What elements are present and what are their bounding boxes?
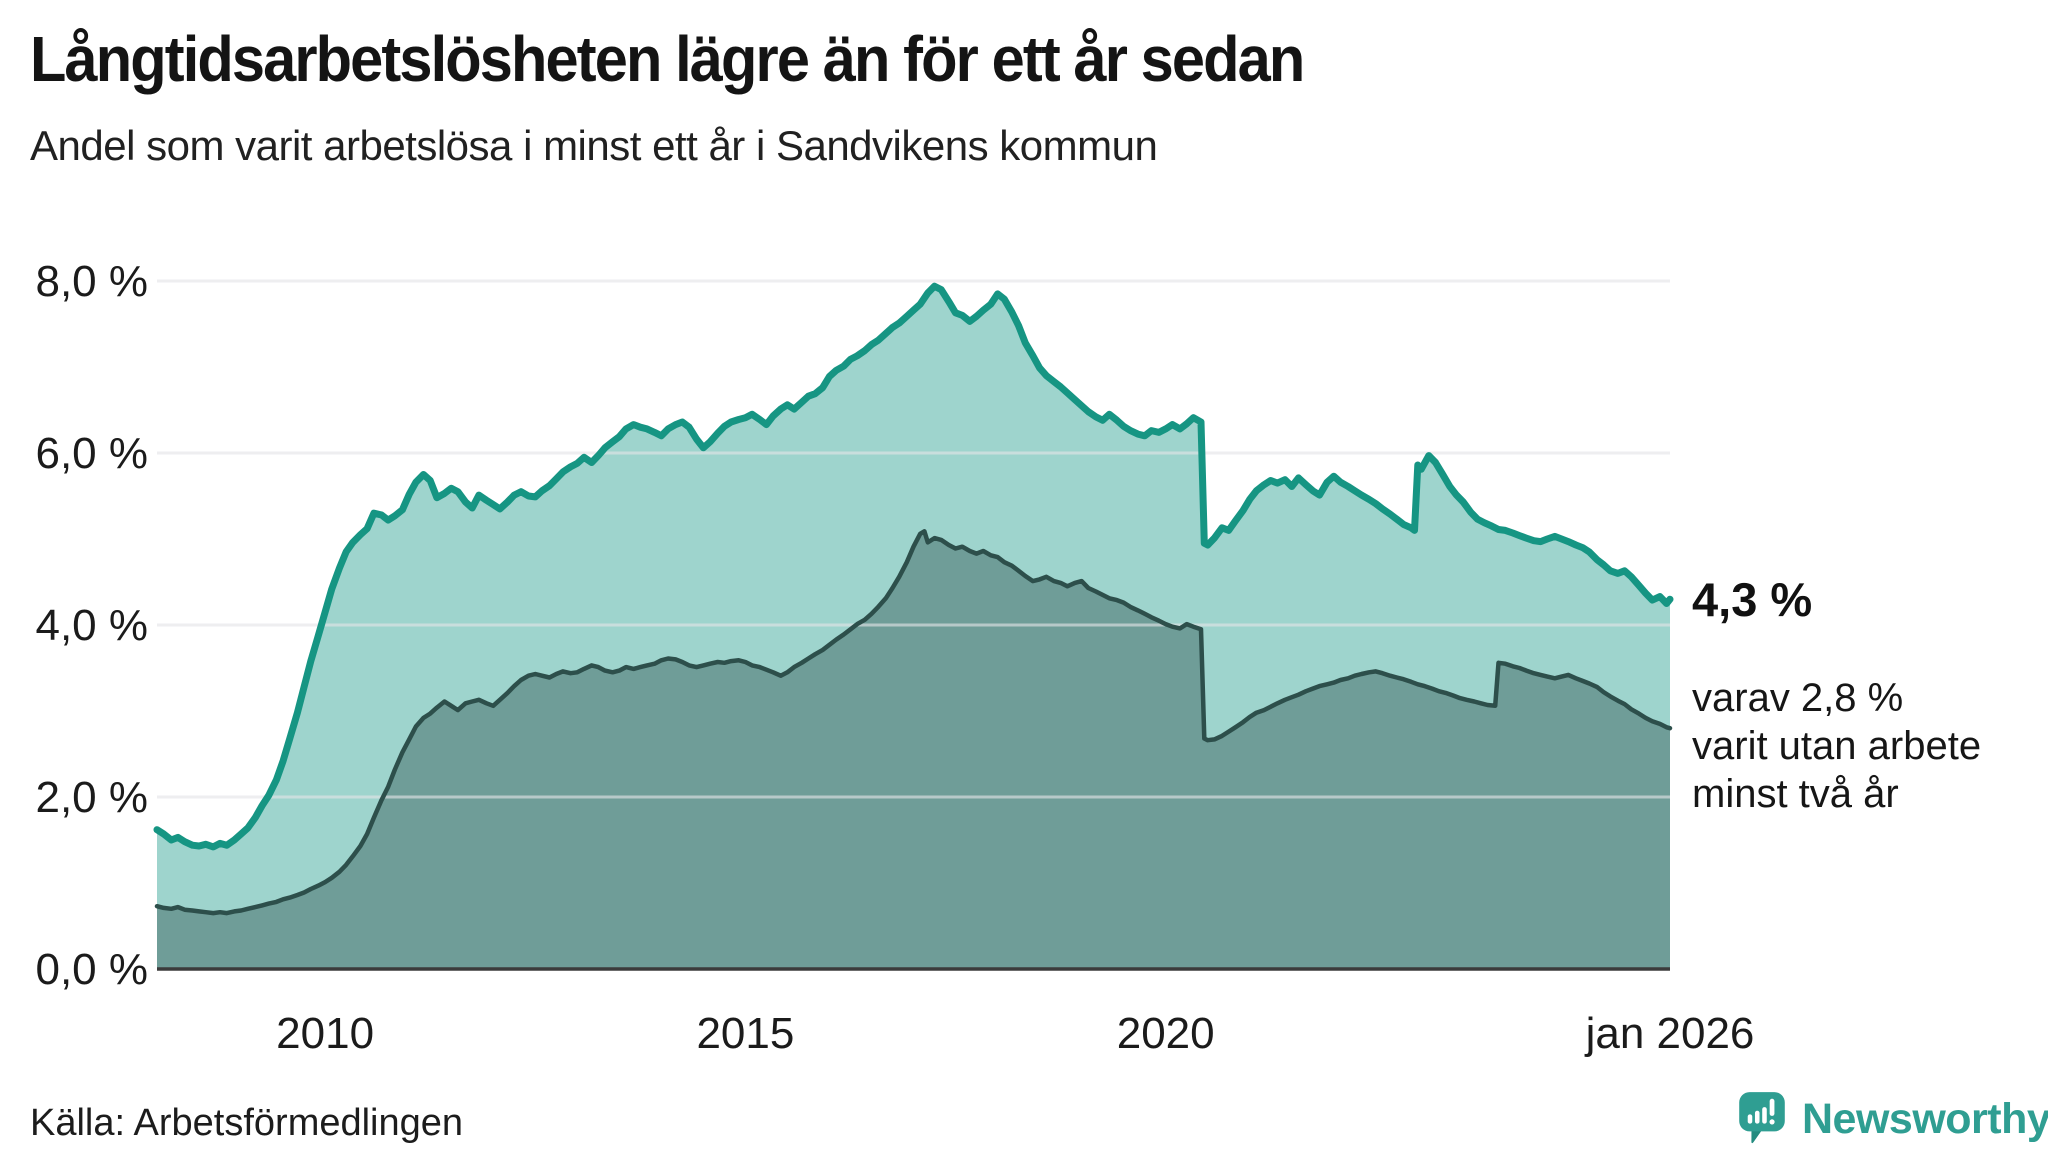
chart-subtitle: Andel som varit arbetslösa i minst ett å… — [30, 122, 1158, 169]
source-credit: Källa: Arbetsförmedlingen — [30, 1102, 464, 1144]
newsworthy-logo: Newsworthy — [1736, 1090, 2048, 1148]
annotation-line: varav 2,8 % — [1692, 676, 1904, 720]
y-tick-label: 8,0 % — [35, 257, 148, 306]
x-tick-label: 2020 — [1117, 1009, 1215, 1058]
annotation-line: minst två år — [1692, 772, 1899, 816]
latest-value-label: 4,3 % — [1692, 573, 1813, 626]
speech-bubble-bar-chart-icon — [1739, 1092, 1785, 1144]
y-tick-label: 2,0 % — [35, 773, 148, 822]
line-two-years — [154, 529, 1673, 916]
x-tick-label: jan 2026 — [1584, 1009, 1755, 1058]
secondary-annotation: varav 2,8 % varit utan arbete minst två … — [1692, 674, 1981, 818]
y-tick-label: 0,0 % — [35, 945, 148, 994]
line-one-year — [153, 282, 1674, 851]
x-tick-label: 2015 — [696, 1009, 794, 1058]
page-title: Långtidsarbetslösheten lägre än för ett … — [30, 23, 1305, 95]
area-two-years — [157, 531, 1670, 969]
x-tick-label: 2010 — [276, 1009, 374, 1058]
brand-name: Newsworthy — [1802, 1094, 2048, 1143]
annotation-line: varit utan arbete — [1692, 724, 1982, 768]
y-tick-label: 4,0 % — [35, 601, 148, 650]
y-tick-label: 6,0 % — [35, 429, 148, 478]
